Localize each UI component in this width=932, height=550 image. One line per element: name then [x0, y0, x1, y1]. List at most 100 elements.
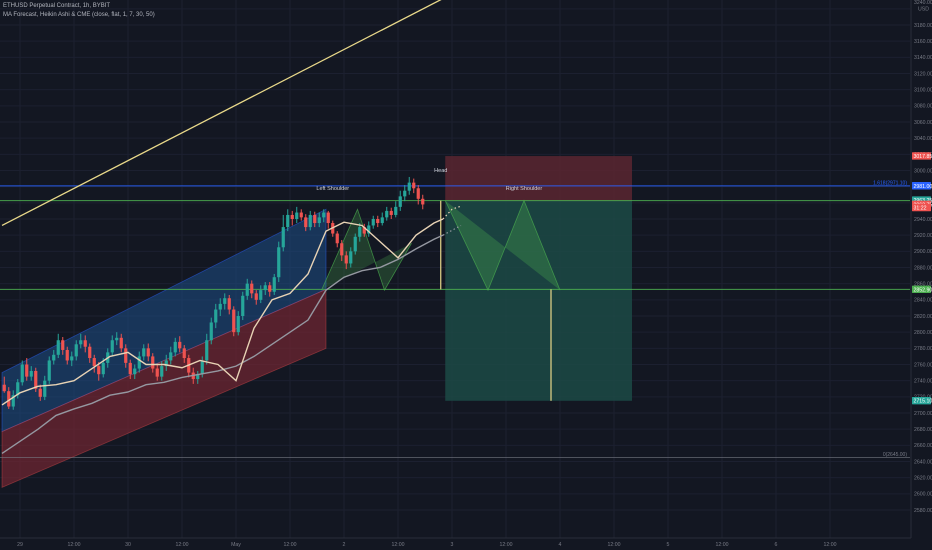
candle-body[interactable] — [277, 247, 281, 278]
candle-body[interactable] — [74, 344, 78, 357]
candle-body[interactable] — [263, 285, 267, 291]
candle-body[interactable] — [376, 219, 380, 224]
time-axis[interactable]: 29 12:00 30 12:00 May 12:00 2 12:00 3 12:00 4 12:00… — [0, 537, 911, 550]
candle-body[interactable] — [151, 356, 155, 369]
candle-body[interactable] — [340, 243, 344, 256]
annotations: Head Left Shoulder Right Shoulder — [316, 168, 542, 192]
candle-body[interactable] — [335, 233, 339, 244]
candle-body[interactable] — [232, 309, 236, 333]
candle-body[interactable] — [353, 236, 357, 252]
candle-body[interactable] — [142, 348, 146, 357]
candle-body[interactable] — [281, 227, 285, 248]
candle-body[interactable] — [7, 391, 11, 407]
candle-body[interactable] — [358, 227, 362, 237]
candle-body[interactable] — [146, 348, 150, 357]
candle-body[interactable] — [61, 340, 65, 350]
candle-body[interactable] — [227, 298, 231, 310]
candle-body[interactable] — [254, 293, 258, 300]
candle-body[interactable] — [52, 354, 56, 361]
price-axis[interactable]: 2580.00 2600.00 2620.00 2640.00 2660.00 2680.… — [910, 0, 932, 550]
candle-body[interactable] — [259, 290, 263, 300]
candle-body[interactable] — [65, 349, 69, 361]
candle-body[interactable] — [250, 283, 254, 294]
price-tick: 2800.00 — [914, 330, 932, 336]
indicator-legend[interactable]: MA Forecast, Heikin Ashi & CME (close, f… — [3, 12, 155, 18]
candle-body[interactable] — [133, 368, 137, 375]
candle-body[interactable] — [416, 188, 420, 199]
candle-body[interactable] — [223, 298, 227, 304]
candle-body[interactable] — [119, 337, 123, 349]
candle-body[interactable] — [367, 225, 371, 234]
candle-body[interactable] — [124, 348, 128, 363]
candle-body[interactable] — [295, 212, 299, 219]
candle-body[interactable] — [236, 316, 240, 333]
candle-body[interactable] — [2, 384, 6, 392]
candle-body[interactable] — [214, 309, 218, 323]
candle-body[interactable] — [245, 283, 249, 296]
candle-body[interactable] — [155, 368, 159, 377]
candle-body[interactable] — [326, 212, 330, 224]
candle-body[interactable] — [11, 395, 15, 407]
price-tick: 2640.00 — [914, 459, 932, 465]
candle-body[interactable] — [349, 251, 353, 264]
candle-body[interactable] — [412, 182, 416, 189]
candle-body[interactable] — [83, 340, 87, 347]
candle-body[interactable] — [92, 358, 96, 367]
candle-body[interactable] — [25, 364, 29, 377]
candle-body[interactable] — [178, 341, 182, 349]
candle-body[interactable] — [128, 362, 132, 375]
candle-body[interactable] — [70, 356, 74, 361]
candle-body[interactable] — [169, 352, 173, 361]
time-tick: 30 — [125, 542, 131, 548]
candle-body[interactable] — [308, 214, 312, 228]
symbol-title[interactable]: ETHUSD Perpetual Contract, 1h, BYBIT — [3, 3, 111, 9]
candle-body[interactable] — [272, 277, 276, 292]
candle-body[interactable] — [205, 340, 209, 361]
candle-body[interactable] — [304, 217, 308, 228]
candle-body[interactable] — [29, 370, 33, 377]
candle-body[interactable] — [241, 295, 245, 316]
candle-body[interactable] — [38, 388, 42, 397]
candle-body[interactable] — [196, 374, 200, 380]
candle-body[interactable] — [137, 356, 141, 369]
stop-loss-zone — [445, 156, 632, 201]
candle-body[interactable] — [115, 337, 119, 341]
candle-body[interactable] — [407, 182, 411, 191]
candle-body[interactable] — [268, 285, 272, 292]
candle-body[interactable] — [290, 214, 294, 219]
candle-body[interactable] — [97, 366, 101, 375]
candle-body[interactable] — [380, 217, 384, 224]
candle-body[interactable] — [362, 227, 366, 234]
candle-body[interactable] — [16, 382, 20, 396]
candle-body[interactable] — [182, 348, 186, 359]
candle-body[interactable] — [218, 303, 222, 310]
candle-body[interactable] — [56, 340, 60, 355]
candle-body[interactable] — [322, 212, 326, 218]
candle-body[interactable] — [371, 219, 375, 226]
candle-body[interactable] — [209, 322, 213, 341]
candle-body[interactable] — [385, 210, 389, 218]
candle-body[interactable] — [317, 217, 321, 224]
candle-body[interactable] — [110, 340, 114, 353]
candle-body[interactable] — [394, 206, 398, 215]
candle-body[interactable] — [389, 210, 393, 215]
candle-body[interactable] — [344, 255, 348, 264]
candle-body[interactable] — [88, 346, 92, 359]
candle-body[interactable] — [101, 362, 105, 375]
candle-body[interactable] — [43, 380, 47, 397]
candle-body[interactable] — [200, 360, 204, 375]
candle-body[interactable] — [173, 341, 177, 353]
candle-body[interactable] — [160, 366, 164, 377]
candle-body[interactable] — [34, 370, 38, 389]
candle-body[interactable] — [79, 340, 83, 345]
candle-body[interactable] — [398, 196, 402, 207]
candle-body[interactable] — [286, 214, 290, 228]
candle-body[interactable] — [299, 212, 303, 218]
candle-body[interactable] — [47, 360, 51, 381]
candle-body[interactable] — [313, 214, 317, 224]
candle-body[interactable] — [421, 198, 425, 205]
candle-body[interactable] — [164, 360, 168, 367]
candle-body[interactable] — [20, 364, 24, 383]
candle-body[interactable] — [403, 190, 407, 197]
